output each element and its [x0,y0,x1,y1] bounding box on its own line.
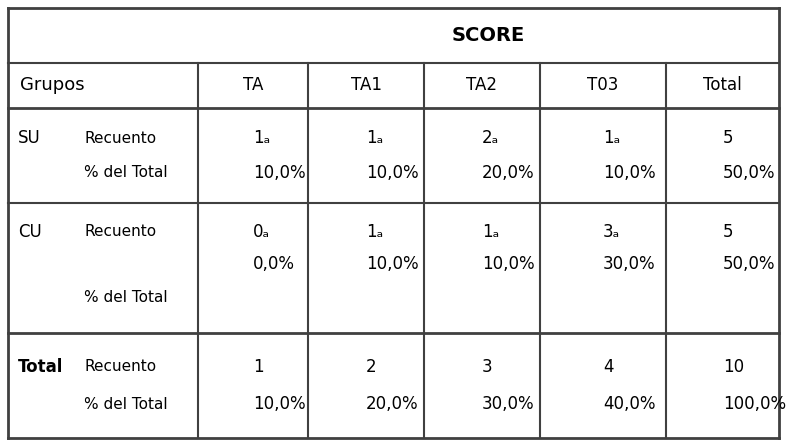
Text: 1ₐ: 1ₐ [603,129,620,147]
Text: Total: Total [704,77,742,95]
Text: 30,0%: 30,0% [482,396,534,413]
Text: 40,0%: 40,0% [603,396,656,413]
Text: % del Total: % del Total [84,397,168,412]
Text: 10,0%: 10,0% [253,164,305,182]
Text: 50,0%: 50,0% [722,255,775,273]
Text: 2ₐ: 2ₐ [482,129,499,147]
Text: Recuento: Recuento [84,224,157,239]
Text: TA1: TA1 [351,77,382,95]
Text: 30,0%: 30,0% [603,255,656,273]
Text: TA2: TA2 [467,77,497,95]
Text: T03: T03 [587,77,619,95]
Text: 10,0%: 10,0% [366,255,419,273]
Text: 10,0%: 10,0% [482,255,534,273]
Text: 10,0%: 10,0% [366,164,419,182]
Text: 0,0%: 0,0% [253,255,295,273]
Text: Grupos: Grupos [20,77,85,95]
Text: 4: 4 [603,358,614,376]
Text: 1ₐ: 1ₐ [253,129,270,147]
Text: 100,0%: 100,0% [722,396,785,413]
Text: Recuento: Recuento [84,131,157,146]
Text: 1: 1 [253,358,264,376]
Text: 1ₐ: 1ₐ [366,223,383,240]
Text: 10,0%: 10,0% [253,396,305,413]
Text: 2: 2 [366,358,377,376]
Text: 20,0%: 20,0% [366,396,419,413]
Text: Recuento: Recuento [84,359,157,374]
Text: 50,0%: 50,0% [722,164,775,182]
Text: 1ₐ: 1ₐ [366,129,383,147]
Text: TA: TA [242,77,263,95]
Text: 10: 10 [722,358,744,376]
Text: 5: 5 [722,223,733,240]
Text: Total: Total [18,358,64,376]
Text: 20,0%: 20,0% [482,164,534,182]
Text: % del Total: % del Total [84,290,168,306]
Text: 5: 5 [722,129,733,147]
Text: 0ₐ: 0ₐ [253,223,270,240]
Text: 1ₐ: 1ₐ [482,223,499,240]
Text: % del Total: % del Total [84,165,168,180]
Text: SCORE: SCORE [452,26,525,45]
Text: CU: CU [18,223,42,240]
Text: SU: SU [18,129,41,147]
Text: 10,0%: 10,0% [603,164,656,182]
Text: 3ₐ: 3ₐ [603,223,620,240]
Text: 3: 3 [482,358,493,376]
